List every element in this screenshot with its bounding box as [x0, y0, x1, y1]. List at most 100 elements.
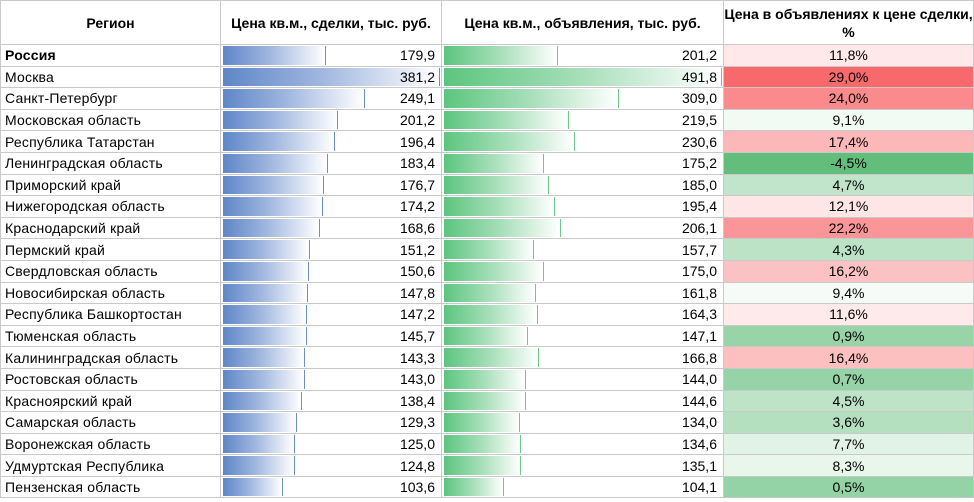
- deal-price-cell: 138,4: [220, 389, 442, 413]
- table-row: Пензенская область 103,6 104,1 0,5%: [0, 475, 974, 499]
- listing-price-value: 144,6: [681, 392, 717, 409]
- listing-price-value: 147,1: [681, 328, 717, 345]
- region-name: Свердловская область: [0, 259, 221, 283]
- deal-price-value: 381,2: [399, 68, 435, 85]
- listing-price-cell: 185,0: [441, 173, 724, 197]
- listing-price-bar: [444, 326, 528, 346]
- ratio-value: 24,0%: [723, 87, 974, 110]
- region-name: Ростовская область: [0, 367, 221, 391]
- listing-price-bar: [444, 240, 534, 259]
- deal-price-value: 145,7: [399, 328, 435, 345]
- deal-price-bar: [223, 369, 305, 389]
- listing-price-value: 164,3: [681, 306, 717, 323]
- listing-price-value: 157,7: [681, 241, 717, 258]
- header-deal-price: Цена кв.м., сделки, тыс. руб.: [220, 0, 442, 45]
- deal-price-bar: [223, 413, 297, 432]
- table-row: Краснодарский край 168,6 206,1 22,2%: [0, 216, 974, 240]
- table-row: Москва 381,2 491,8 29,0%: [0, 65, 974, 89]
- listing-price-bar: [444, 218, 561, 238]
- deal-price-bar: [223, 305, 307, 324]
- deal-price-bar: [223, 391, 302, 411]
- ratio-value: 0,5%: [723, 475, 974, 499]
- listing-price-value: 166,8: [681, 349, 717, 366]
- deal-price-value: 151,2: [399, 241, 435, 258]
- ratio-value: 0,9%: [723, 324, 974, 348]
- listing-price-value: 135,1: [681, 457, 717, 474]
- listing-price-bar: [444, 477, 504, 497]
- region-name: Калининградская область: [0, 346, 221, 369]
- listing-price-value: 134,6: [681, 435, 717, 452]
- listing-price-value: 195,4: [681, 198, 717, 215]
- deal-price-cell: 124,8: [220, 454, 442, 477]
- table-row: Самарская область 129,3 134,0 3,6%: [0, 411, 974, 434]
- listing-price-cell: 144,0: [441, 367, 724, 391]
- deal-price-value: 138,4: [399, 392, 435, 409]
- listing-price-bar: [444, 46, 558, 65]
- listing-price-value: 185,0: [681, 176, 717, 193]
- ratio-value: 9,4%: [723, 281, 974, 305]
- listing-price-bar: [444, 456, 521, 475]
- region-name: Москва: [0, 65, 221, 89]
- region-name: Новосибирская область: [0, 281, 221, 305]
- listing-price-cell: 164,3: [441, 303, 724, 326]
- listing-price-cell: 206,1: [441, 216, 724, 240]
- listing-price-cell: 166,8: [441, 346, 724, 369]
- listing-price-bar: [444, 110, 569, 130]
- deal-price-value: 183,4: [399, 155, 435, 172]
- deal-price-cell: 129,3: [220, 411, 442, 434]
- deal-price-value: 129,3: [399, 414, 435, 431]
- listing-price-value: 161,8: [681, 284, 717, 301]
- table-row: Пермский край 151,2 157,7 4,3%: [0, 238, 974, 261]
- region-name: Нижегородская область: [0, 195, 221, 218]
- listing-price-cell: 134,0: [441, 411, 724, 434]
- listing-price-bar: [444, 348, 539, 367]
- listing-price-cell: 309,0: [441, 87, 724, 110]
- deal-price-bar: [223, 153, 328, 173]
- listing-price-cell: 135,1: [441, 454, 724, 477]
- deal-price-cell: 174,2: [220, 195, 442, 218]
- deal-price-cell: 201,2: [220, 108, 442, 132]
- listing-price-cell: 201,2: [441, 44, 724, 67]
- deal-price-cell: 168,6: [220, 216, 442, 240]
- listing-price-value: 134,0: [681, 414, 717, 431]
- header-row: Регион Цена кв.м., сделки, тыс. руб. Цен…: [0, 0, 974, 45]
- table-row: Воронежская область 125,0 134,6 7,7%: [0, 432, 974, 456]
- deal-price-cell: 151,2: [220, 238, 442, 261]
- listing-price-bar: [444, 261, 544, 281]
- listing-price-bar: [444, 67, 722, 87]
- ratio-value: 9,1%: [723, 108, 974, 132]
- table-row: Нижегородская область 174,2 195,4 12,1%: [0, 195, 974, 218]
- listing-price-bar: [444, 153, 544, 173]
- ratio-value: 8,3%: [723, 454, 974, 477]
- ratio-value: 11,6%: [723, 303, 974, 326]
- table-row: Ленинградская область 183,4 175,2 -4,5%: [0, 151, 974, 175]
- listing-price-cell: 134,6: [441, 432, 724, 456]
- ratio-value: 3,6%: [723, 411, 974, 434]
- deal-price-bar: [223, 197, 323, 216]
- ratio-value: 4,5%: [723, 389, 974, 413]
- deal-price-cell: 145,7: [220, 324, 442, 348]
- listing-price-cell: 491,8: [441, 65, 724, 89]
- region-name: Республика Татарстан: [0, 130, 221, 153]
- ratio-value: 16,2%: [723, 259, 974, 283]
- deal-price-value: 150,6: [399, 263, 435, 280]
- listing-price-value: 230,6: [681, 133, 717, 150]
- listing-price-value: 219,5: [681, 112, 717, 129]
- listing-price-value: 491,8: [681, 68, 717, 85]
- listing-price-bar: [444, 369, 526, 389]
- deal-price-value: 147,8: [399, 284, 435, 301]
- listing-price-bar: [444, 434, 521, 454]
- table-row: Московская область 201,2 219,5 9,1%: [0, 108, 974, 132]
- region-name: Удмуртская Республика: [0, 454, 221, 477]
- deal-price-cell: 150,6: [220, 259, 442, 283]
- ratio-value: 11,8%: [723, 44, 974, 67]
- region-name: Краснодарский край: [0, 216, 221, 240]
- ratio-value: 4,7%: [723, 173, 974, 197]
- deal-price-bar: [223, 348, 305, 367]
- listing-price-bar: [444, 197, 555, 216]
- listing-price-bar: [444, 175, 549, 195]
- ratio-value: -4,5%: [723, 151, 974, 175]
- deal-price-bar: [223, 283, 308, 303]
- listing-price-cell: 147,1: [441, 324, 724, 348]
